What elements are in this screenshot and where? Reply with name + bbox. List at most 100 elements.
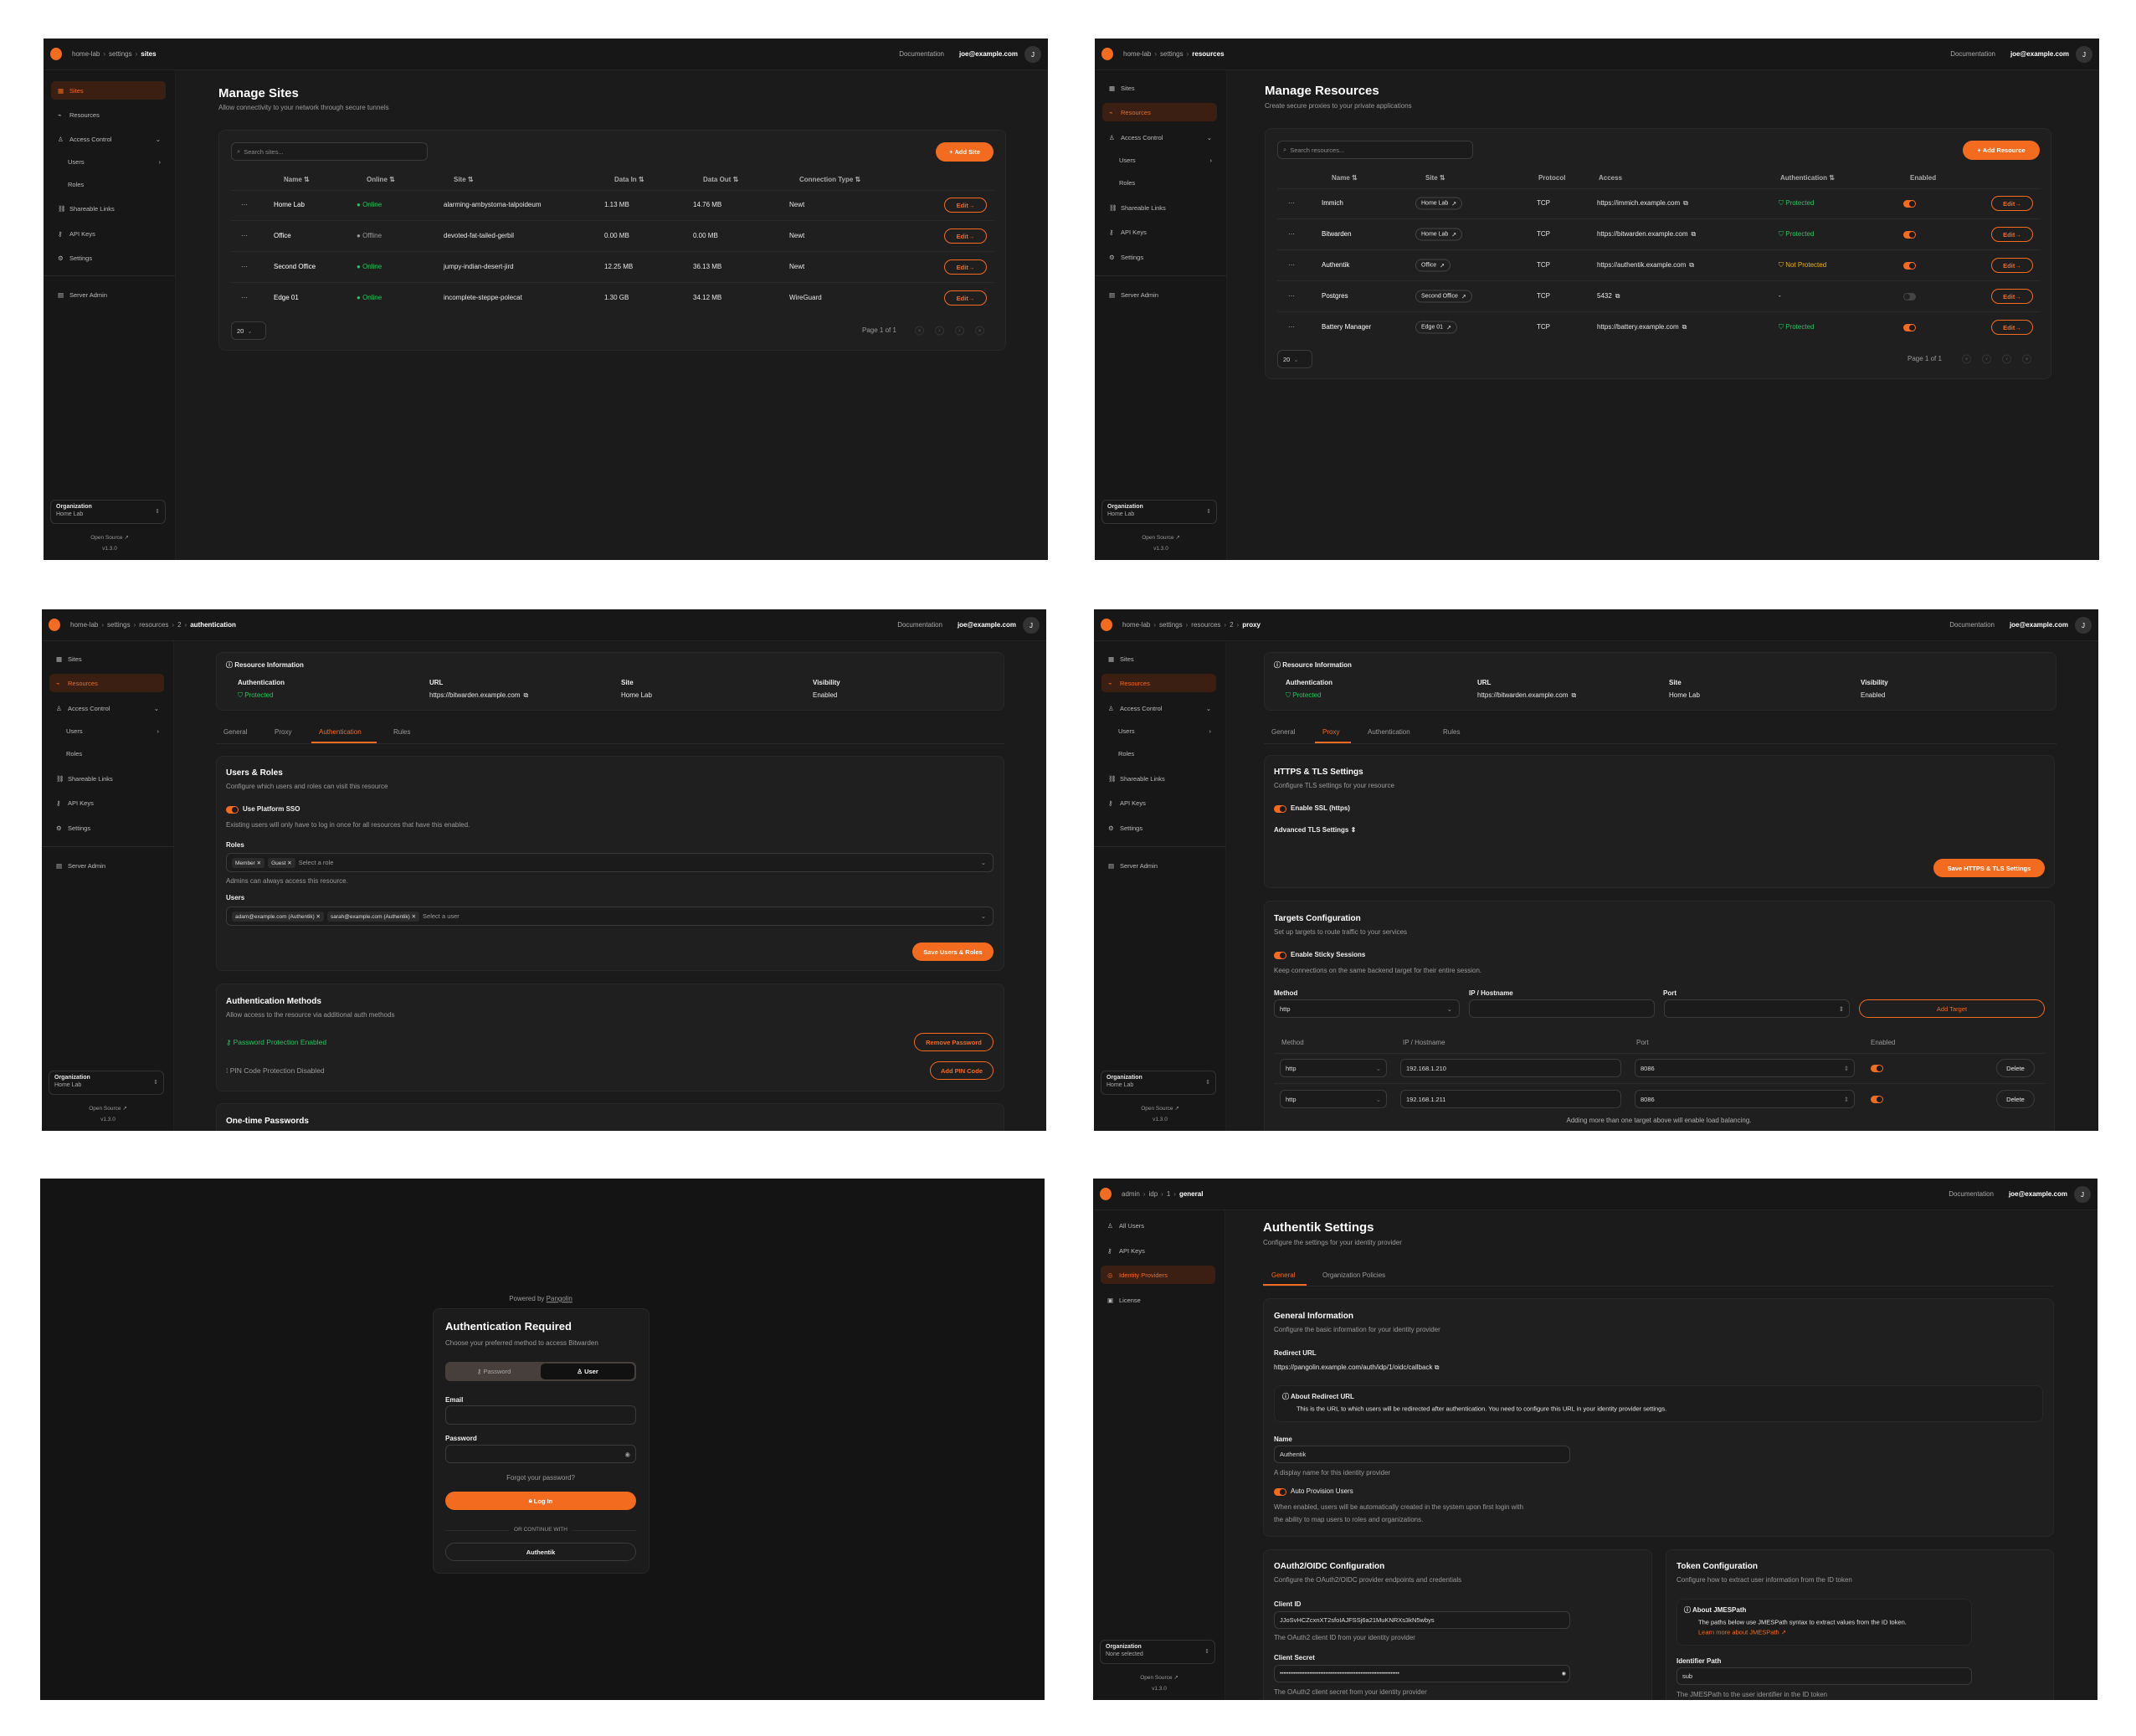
edit-button[interactable]: Edit → — [1991, 227, 2033, 242]
row-actions-icon[interactable]: ⋯ — [241, 232, 248, 240]
target-port-input[interactable]: 8086 ⇕ — [1635, 1059, 1855, 1077]
column-header-data-in[interactable]: Data In ⇅ — [614, 176, 644, 184]
sidebar-item-api-keys[interactable]: ⚷ API Keys — [1101, 1241, 1215, 1260]
add-site-button[interactable]: + Add Site — [936, 142, 994, 162]
target-ip-input[interactable]: 192.168.1.210 — [1400, 1059, 1621, 1077]
avatar[interactable]: J — [2075, 617, 2092, 634]
avatar[interactable]: J — [2076, 46, 2092, 63]
breadcrumb-item[interactable]: resources — [1191, 621, 1221, 629]
sidebar-item-access-control[interactable]: ♙ Access Control ⌄ — [49, 699, 164, 717]
sidebar-item-users[interactable]: Users › — [1102, 151, 1217, 169]
platform-sso-toggle[interactable] — [226, 806, 239, 814]
target-port-input[interactable]: 8086 ⇕ — [1635, 1090, 1855, 1108]
sidebar-item-roles[interactable]: Roles — [51, 175, 166, 193]
row-actions-icon[interactable]: ⋯ — [1288, 199, 1295, 208]
breadcrumb-item[interactable]: home-lab — [1123, 50, 1152, 59]
row-actions-icon[interactable]: ⋯ — [1288, 261, 1295, 270]
delete-target-button[interactable]: Delete — [1996, 1090, 2035, 1108]
open-source-link[interactable]: Open Source ↗ — [1141, 1106, 1179, 1112]
jmespath-link[interactable]: Learn more about JMESPath ↗ — [1698, 1629, 1786, 1636]
copy-icon[interactable]: ⧉ — [523, 691, 529, 700]
open-source-link[interactable]: Open Source ↗ — [1142, 535, 1180, 542]
open-source-link[interactable]: Open Source ↗ — [89, 1106, 127, 1112]
breadcrumb-item[interactable]: 2 — [1230, 621, 1234, 629]
documentation-link[interactable]: Documentation — [1949, 621, 1995, 629]
enabled-toggle[interactable] — [1903, 293, 1916, 300]
target-enabled-toggle[interactable] — [1871, 1065, 1883, 1072]
sidebar-item-resources[interactable]: ⌁ Resources — [49, 674, 164, 692]
organization-selector[interactable]: Organization Home Lab ⇕ — [1101, 1071, 1216, 1095]
open-source-link[interactable]: Open Source ↗ — [90, 535, 129, 542]
role-chip[interactable]: Guest ✕ — [268, 857, 295, 868]
users-select[interactable]: adam@example.com (Authentik) ✕ sarah@exa… — [226, 907, 994, 926]
breadcrumb-item[interactable]: settings — [107, 621, 131, 629]
sidebar-item-roles[interactable]: Roles — [49, 744, 164, 763]
sidebar-item-shareable-links[interactable]: ⛓ Shareable Links — [1101, 769, 1216, 788]
chevron-down-icon[interactable]: ⌄ — [155, 135, 161, 143]
user-email[interactable]: joe@example.com — [2008, 1190, 2067, 1199]
chevron-right-icon[interactable]: › — [1209, 727, 1212, 735]
tab-general[interactable]: General — [1271, 1271, 1296, 1280]
column-header-data-out[interactable]: Data Out ⇅ — [703, 176, 738, 184]
sidebar-item-identity-providers[interactable]: ◎ Identity Providers — [1101, 1266, 1215, 1284]
last-page-button[interactable]: » — [2022, 354, 2031, 364]
eye-icon[interactable]: ◉ — [624, 1450, 630, 1458]
sidebar-item-api-keys[interactable]: ⚷ API Keys — [1102, 223, 1217, 241]
enabled-toggle[interactable] — [1903, 231, 1916, 239]
tab-authentication[interactable]: Authentication — [1368, 728, 1410, 737]
column-header-connection-type[interactable]: Connection Type ⇅ — [799, 176, 860, 184]
sidebar-item-access-control[interactable]: ♙ Access Control ⌄ — [51, 130, 166, 148]
remove-password-button[interactable]: Remove Password — [914, 1033, 994, 1051]
breadcrumb-item[interactable]: home-lab — [1122, 621, 1151, 629]
user-chip[interactable]: adam@example.com (Authentik) ✕ — [232, 911, 325, 922]
site-link[interactable]: Home Lab ↗ — [1415, 228, 1463, 241]
breadcrumb-item[interactable]: 2 — [177, 621, 182, 629]
column-header-name[interactable]: Name ⇅ — [1332, 174, 1358, 182]
add-target-button[interactable]: Add Target — [1859, 999, 2045, 1018]
sidebar-item-sites[interactable]: ▦ Sites — [1102, 79, 1217, 97]
roles-select[interactable]: Member ✕ Guest ✕ Select a role ⌄ — [226, 853, 994, 872]
auto-provision-toggle[interactable] — [1274, 1488, 1286, 1496]
sidebar-item-server-admin[interactable]: ▤ Server Admin — [51, 285, 166, 304]
login-button[interactable]: 🔒︎ Log In — [445, 1492, 636, 1510]
sidebar-item-roles[interactable]: Roles — [1102, 173, 1217, 192]
sidebar-item-api-keys[interactable]: ⚷ API Keys — [51, 224, 166, 243]
copy-icon[interactable]: ⧉ — [1689, 261, 1694, 270]
breadcrumb-item[interactable]: idp — [1148, 1190, 1158, 1199]
site-link[interactable]: Office ↗ — [1415, 259, 1451, 272]
next-page-button[interactable]: › — [2002, 354, 2011, 364]
forgot-password-link[interactable]: Forgot your password? — [506, 1474, 575, 1482]
copy-icon[interactable]: ⧉ — [1571, 691, 1577, 700]
port-input[interactable]: ⇕ — [1664, 999, 1850, 1018]
documentation-link[interactable]: Documentation — [1949, 1190, 1994, 1199]
next-page-button[interactable]: › — [955, 326, 964, 336]
add-pin-code-button[interactable]: Add PIN Code — [930, 1061, 994, 1080]
sidebar-item-users[interactable]: Users › — [51, 152, 166, 171]
search-input[interactable]: ⌕ Search sites... — [231, 142, 428, 161]
sidebar-item-server-admin[interactable]: ▤ Server Admin — [49, 856, 164, 875]
sidebar-item-roles[interactable]: Roles — [1101, 744, 1216, 763]
sidebar-item-access-control[interactable]: ♙ Access Control ⌄ — [1102, 128, 1217, 146]
user-email[interactable]: joe@example.com — [957, 621, 1016, 629]
open-source-link[interactable]: Open Source ↗ — [1140, 1675, 1178, 1682]
page-size-select[interactable]: 20 ⌄ — [1277, 350, 1312, 368]
breadcrumb-item[interactable]: settings — [1160, 50, 1184, 59]
row-actions-icon[interactable]: ⋯ — [1288, 230, 1295, 239]
user-email[interactable]: joe@example.com — [958, 50, 1018, 59]
documentation-link[interactable]: Documentation — [897, 621, 942, 629]
delete-target-button[interactable]: Delete — [1996, 1059, 2035, 1077]
chevron-down-icon[interactable]: ⌄ — [1205, 704, 1211, 712]
last-page-button[interactable]: » — [975, 326, 984, 336]
organization-selector[interactable]: Organization Home Lab ⇕ — [49, 1071, 164, 1095]
target-method-select[interactable]: http ⌄ — [1280, 1090, 1387, 1108]
password-input[interactable]: ◉ — [445, 1445, 636, 1463]
column-header-online[interactable]: Online ⇅ — [367, 176, 395, 184]
copy-icon[interactable]: ⧉ — [1615, 292, 1620, 300]
sidebar-item-shareable-links[interactable]: ⛓ Shareable Links — [1102, 198, 1217, 217]
first-page-button[interactable]: « — [1962, 354, 1971, 364]
sidebar-item-settings[interactable]: ⚙ Settings — [49, 819, 164, 837]
target-ip-input[interactable]: 192.168.1.211 — [1400, 1090, 1621, 1108]
avatar[interactable]: J — [1023, 617, 1040, 634]
save-users-roles-button[interactable]: Save Users & Roles — [912, 942, 994, 961]
sidebar-item-shareable-links[interactable]: ⛓ Shareable Links — [49, 769, 164, 788]
